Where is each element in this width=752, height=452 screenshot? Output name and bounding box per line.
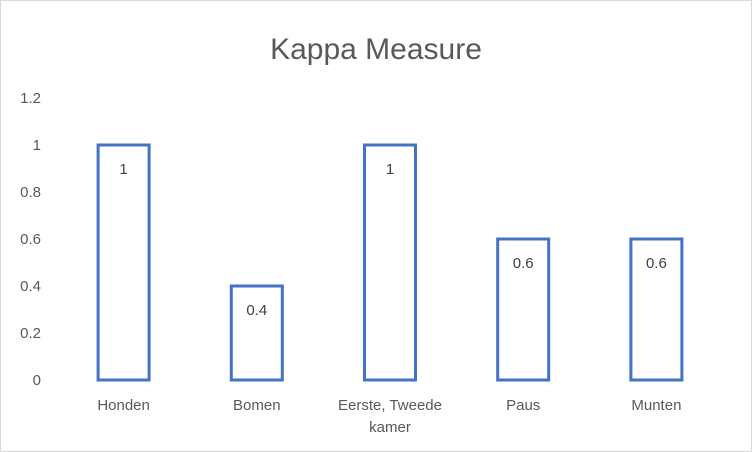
bar-value-label: 1 — [386, 161, 394, 178]
chart-title: Kappa Measure — [270, 33, 482, 66]
bar-value-label: 0.6 — [646, 255, 667, 272]
x-category-label: Honden — [97, 397, 150, 414]
bar-value-label: 1 — [119, 161, 127, 178]
bars: 1 0.4 1 0.6 0.6 — [96, 143, 684, 382]
x-category-label: kamer — [369, 419, 411, 436]
y-tick-label: 0.4 — [20, 278, 41, 295]
x-category-label: Bomen — [233, 397, 281, 414]
y-tick-label: 0 — [33, 372, 41, 389]
bar — [229, 284, 284, 382]
y-tick-label: 1 — [33, 137, 41, 154]
y-tick-label: 0.6 — [20, 231, 41, 248]
bar — [96, 143, 151, 382]
x-category-label: Munten — [631, 397, 681, 414]
x-category-label: Eerste, Tweede — [338, 397, 442, 414]
x-category-label: Paus — [506, 397, 540, 414]
y-tick-label: 1.2 — [20, 90, 41, 107]
y-axis: 0 0.2 0.4 0.6 0.8 1 1.2 — [20, 90, 41, 389]
bar-value-label: 0.6 — [513, 255, 534, 272]
bar-value-label: 0.4 — [246, 302, 267, 319]
bar — [629, 237, 684, 382]
bar — [363, 143, 417, 382]
y-tick-label: 0.2 — [20, 325, 41, 342]
bar — [496, 237, 551, 382]
x-axis: Honden Bomen Eerste, Tweede kamer Paus Munten — [97, 397, 681, 436]
y-tick-label: 0.8 — [20, 184, 41, 201]
